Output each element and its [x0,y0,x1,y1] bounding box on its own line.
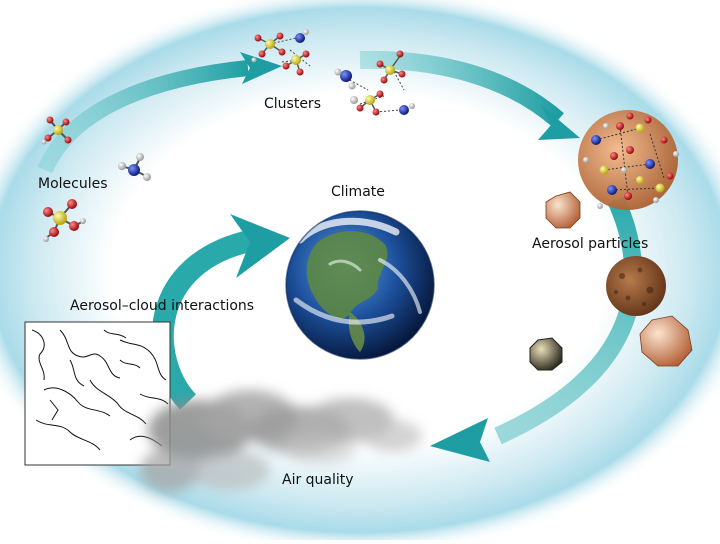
label-molecules: Molecules [38,176,108,192]
label-aerosol-particles: Aerosol particles [532,236,649,252]
arrow-aerosol-to-air-quality [430,196,643,462]
aerosol-particle-icon [606,256,666,316]
earth-globe-icon [285,210,435,360]
label-clusters: Clusters [264,96,321,112]
satellite-map-icon [24,321,171,466]
cloud-icon [140,390,422,492]
arrow-molecules-to-clusters [37,52,282,174]
label-aerosol-cloud-interactions: Aerosol–cloud interactions [70,298,255,314]
cluster-icon [251,29,311,76]
arrow-cloud-to-climate [151,214,290,410]
cluster-icon [334,50,415,116]
arrow-clusters-to-aerosol [359,50,580,140]
molecule-icon [118,153,151,181]
molecule-icon [43,199,86,242]
aerosol-particle-icon [529,337,563,371]
aerosol-particle-icon [545,191,581,229]
aerosol-particle-icon [639,315,693,367]
label-climate: Climate [331,184,385,200]
label-air-quality: Air quality [282,472,354,488]
molecule-icon [41,116,72,145]
aerosol-particle-icon [578,110,679,210]
